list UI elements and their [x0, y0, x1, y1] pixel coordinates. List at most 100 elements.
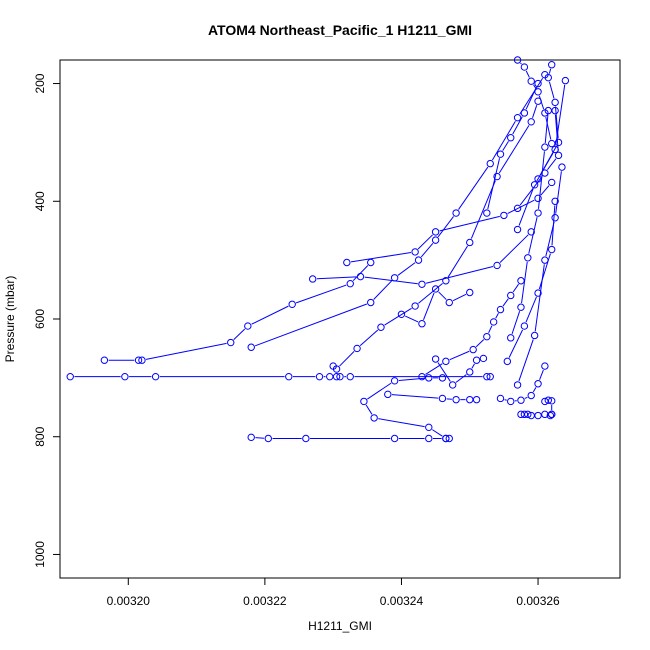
data-point — [418, 372, 426, 381]
series-line — [397, 285, 474, 328]
data-point — [517, 396, 525, 404]
data-point — [438, 374, 447, 382]
series-segment — [458, 166, 489, 210]
series-segment — [536, 152, 554, 182]
series-segment — [365, 404, 373, 415]
series-segment — [521, 261, 528, 304]
data-point — [534, 194, 542, 203]
data-point — [370, 414, 378, 422]
data-point — [486, 372, 494, 381]
data-point — [520, 410, 529, 419]
data-point — [425, 434, 433, 443]
series-segment — [548, 81, 555, 99]
series-segment — [507, 199, 535, 214]
data-point — [551, 197, 559, 205]
data-point — [513, 225, 522, 234]
series-segment — [554, 114, 559, 152]
data-point — [551, 145, 559, 154]
data-point — [507, 134, 515, 142]
x-tick-label: 0.00324 — [380, 594, 424, 608]
series-segment — [447, 245, 468, 278]
data-point — [308, 275, 317, 283]
series-segment — [540, 185, 550, 196]
data-point — [151, 372, 160, 381]
series-segment — [145, 342, 227, 360]
data-point — [534, 411, 542, 420]
series-segment — [533, 84, 537, 89]
series-segment — [528, 217, 538, 254]
data-point — [483, 332, 491, 341]
series-segment — [498, 125, 530, 174]
data-point — [513, 204, 522, 213]
data-point — [530, 331, 539, 340]
data-point — [121, 372, 129, 381]
data-point — [534, 380, 542, 388]
series-segment — [487, 158, 501, 210]
data-point — [541, 143, 549, 151]
series-line — [517, 410, 556, 420]
data-point — [425, 374, 433, 382]
series-segment — [417, 234, 433, 250]
data-point — [448, 381, 457, 389]
series-segment — [491, 121, 516, 161]
data-point — [384, 390, 392, 399]
data-point — [546, 411, 555, 420]
series-segment — [520, 62, 522, 65]
data-point — [377, 323, 385, 331]
series-segment — [418, 283, 443, 304]
data-point — [534, 88, 542, 96]
data-point — [558, 163, 566, 171]
series-segment — [525, 70, 530, 78]
data-point — [418, 280, 426, 288]
series-line — [384, 390, 481, 404]
series-segment — [233, 328, 246, 340]
data-point — [360, 397, 368, 406]
data-point — [513, 381, 522, 389]
series-segment — [502, 298, 509, 307]
series-segment — [545, 116, 552, 140]
data-point — [548, 178, 556, 187]
series-segment — [475, 339, 485, 348]
series-segment — [423, 292, 435, 320]
data-point — [527, 118, 535, 126]
data-point — [336, 372, 344, 381]
series-segment — [367, 382, 392, 400]
data-point — [138, 356, 146, 364]
series-segment — [512, 116, 523, 135]
series-segment — [524, 396, 528, 399]
series-segment — [350, 252, 412, 263]
series-segment — [439, 215, 500, 232]
data-point — [66, 372, 74, 381]
x-tick-label: 0.00320 — [107, 594, 151, 608]
data-point — [288, 300, 296, 308]
data-point — [524, 254, 532, 262]
x-tick-label: 0.00322 — [243, 594, 287, 608]
series-line — [100, 258, 375, 364]
series-segment — [525, 296, 537, 323]
data-point — [551, 98, 559, 107]
series-segment — [495, 313, 499, 319]
series-segment — [359, 329, 379, 347]
data-point — [561, 76, 570, 85]
data-point — [507, 291, 515, 300]
data-point — [356, 272, 365, 281]
data-point — [527, 228, 535, 236]
data-point — [534, 209, 542, 217]
data-point — [534, 79, 542, 88]
data-point — [493, 261, 501, 270]
data-point — [527, 77, 535, 85]
series-segment — [534, 264, 545, 332]
series-line — [483, 79, 542, 217]
series-segment — [525, 87, 537, 110]
data-point — [332, 365, 341, 373]
series-layer — [66, 56, 570, 443]
data-point — [551, 214, 559, 222]
series-line — [513, 56, 556, 148]
data-point — [520, 63, 529, 71]
data-point — [489, 318, 498, 326]
series-segment — [508, 329, 524, 358]
data-point — [541, 362, 549, 370]
data-point — [544, 73, 552, 82]
data-point — [390, 377, 399, 385]
